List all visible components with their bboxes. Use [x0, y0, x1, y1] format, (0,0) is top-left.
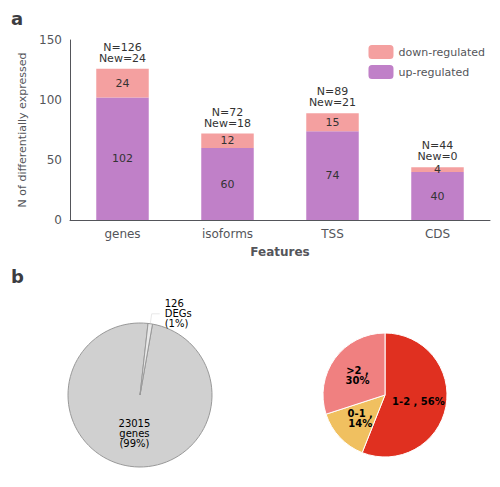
svg-text:102: 102	[112, 152, 133, 165]
svg-text:126: 126	[164, 298, 184, 310]
svg-text:100: 100	[39, 93, 62, 107]
svg-text:N=89: N=89	[316, 85, 349, 99]
svg-text:up-regulated: up-regulated	[398, 66, 469, 79]
svg-text:>2 ,: >2 ,	[346, 364, 369, 376]
svg-text:4: 4	[434, 163, 441, 176]
svg-text:50: 50	[47, 153, 62, 167]
svg-text:Features: Features	[250, 245, 309, 259]
svg-text:isoforms: isoforms	[202, 227, 253, 241]
svg-text:12: 12	[221, 134, 235, 147]
svg-text:60: 60	[221, 178, 235, 191]
svg-text:150: 150	[39, 33, 62, 47]
svg-text:TSS: TSS	[320, 227, 344, 241]
svg-text:DEGs: DEGs	[164, 308, 192, 320]
svg-text:New=0: New=0	[417, 150, 457, 163]
svg-text:23015: 23015	[118, 418, 151, 430]
svg-text:74: 74	[326, 169, 340, 182]
svg-text:N=126: N=126	[103, 40, 142, 54]
svg-text:New=18: New=18	[204, 117, 251, 130]
svg-text:(99%): (99%)	[119, 438, 149, 449]
svg-text:New=21: New=21	[309, 96, 356, 109]
svg-text:0-1 ,: 0-1 ,	[347, 407, 373, 419]
svg-text:down-regulated: down-regulated	[398, 46, 485, 59]
svg-text:24: 24	[116, 77, 130, 90]
svg-text:0: 0	[54, 213, 62, 227]
svg-text:CDS: CDS	[425, 227, 450, 241]
svg-text:a: a	[11, 8, 23, 29]
svg-text:N=72: N=72	[211, 105, 244, 119]
svg-text:1-2 , 56%: 1-2 , 56%	[392, 396, 445, 407]
svg-text:genes: genes	[104, 227, 140, 241]
svg-text:15: 15	[326, 116, 340, 129]
svg-text:N=44: N=44	[421, 139, 454, 153]
svg-text:genes: genes	[119, 428, 150, 440]
svg-text:40: 40	[431, 190, 445, 203]
svg-text:(1%): (1%)	[165, 318, 189, 329]
svg-text:14%: 14%	[348, 418, 372, 429]
svg-text:30%: 30%	[346, 375, 370, 386]
svg-text:New=24: New=24	[99, 52, 146, 65]
svg-text:b: b	[11, 266, 24, 287]
svg-text:N of differentially expressed: N of differentially expressed	[16, 53, 29, 208]
